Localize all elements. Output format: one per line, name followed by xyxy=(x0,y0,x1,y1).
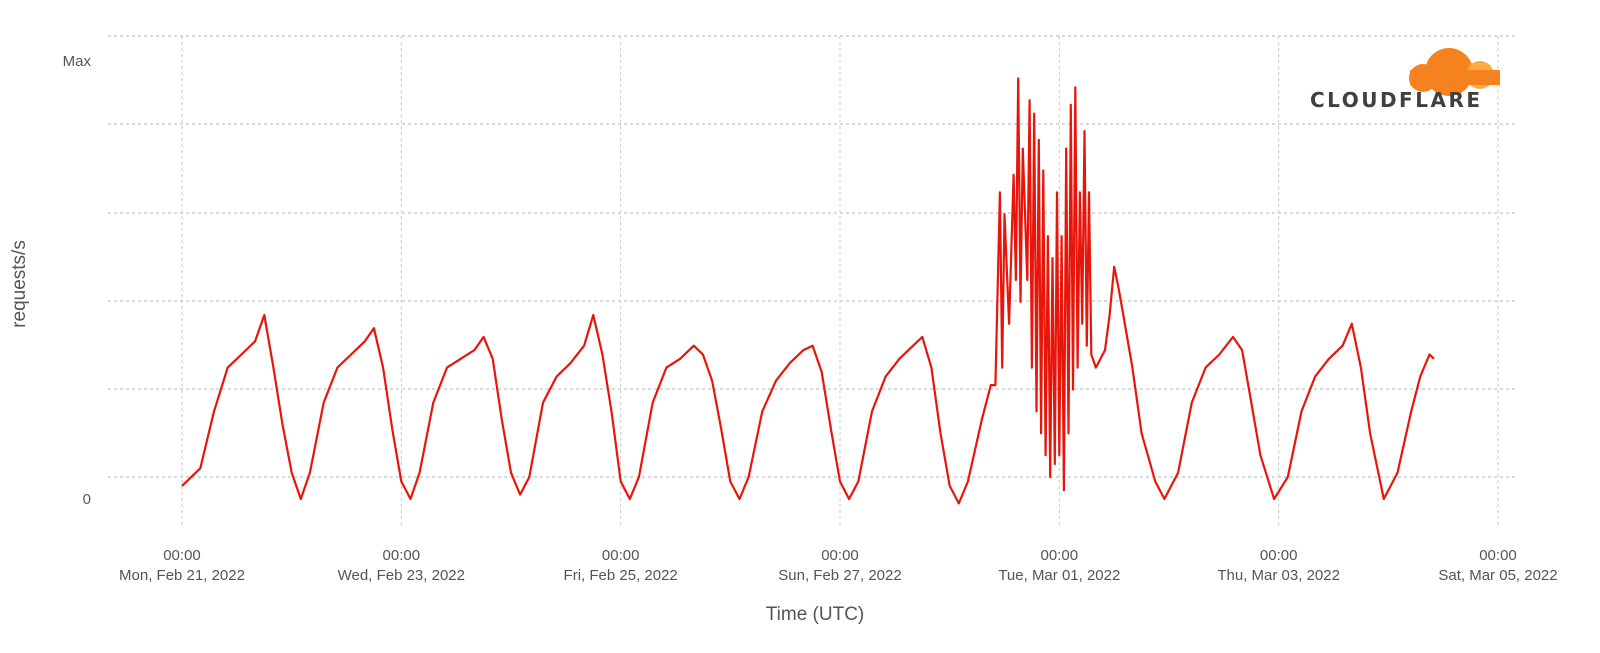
grid xyxy=(108,35,1515,527)
y-axis-ticks: 0 Max xyxy=(63,53,92,508)
x-tick-date: Thu, Mar 03, 2022 xyxy=(1217,567,1340,584)
x-tick-date: Fri, Feb 25, 2022 xyxy=(564,567,678,584)
x-axis-ticks: 00:00 Mon, Feb 21, 2022 00:00 Wed, Feb 23, … xyxy=(119,547,1558,584)
series-line-requests xyxy=(181,77,1435,505)
x-tick-time: 00:00 xyxy=(383,547,421,564)
x-tick-time: 00:00 xyxy=(821,547,859,564)
x-tick-date: Tue, Mar 01, 2022 xyxy=(998,567,1120,584)
x-tick-time: 00:00 xyxy=(602,547,640,564)
x-tick-time: 00:00 xyxy=(163,547,201,564)
cloudflare-logo: CLOUDFLARE xyxy=(1310,48,1500,112)
y-axis-title: requests/s xyxy=(9,240,30,328)
x-tick-time: 00:00 xyxy=(1479,547,1517,564)
cloud-icon xyxy=(1409,48,1500,96)
x-tick-date: Mon, Feb 21, 2022 xyxy=(119,567,245,584)
x-tick-time: 00:00 xyxy=(1260,547,1298,564)
x-axis-title: Time (UTC) xyxy=(766,604,865,625)
y-tick-label: 0 xyxy=(83,491,91,508)
cloudflare-wordmark: CLOUDFLARE xyxy=(1310,88,1483,112)
x-tick-time: 00:00 xyxy=(1041,547,1079,564)
x-tick-date: Sun, Feb 27, 2022 xyxy=(778,567,901,584)
x-tick-date: Wed, Feb 23, 2022 xyxy=(338,567,465,584)
x-tick-date: Sat, Mar 05, 2022 xyxy=(1438,567,1557,584)
y-tick-label: Max xyxy=(63,53,92,70)
